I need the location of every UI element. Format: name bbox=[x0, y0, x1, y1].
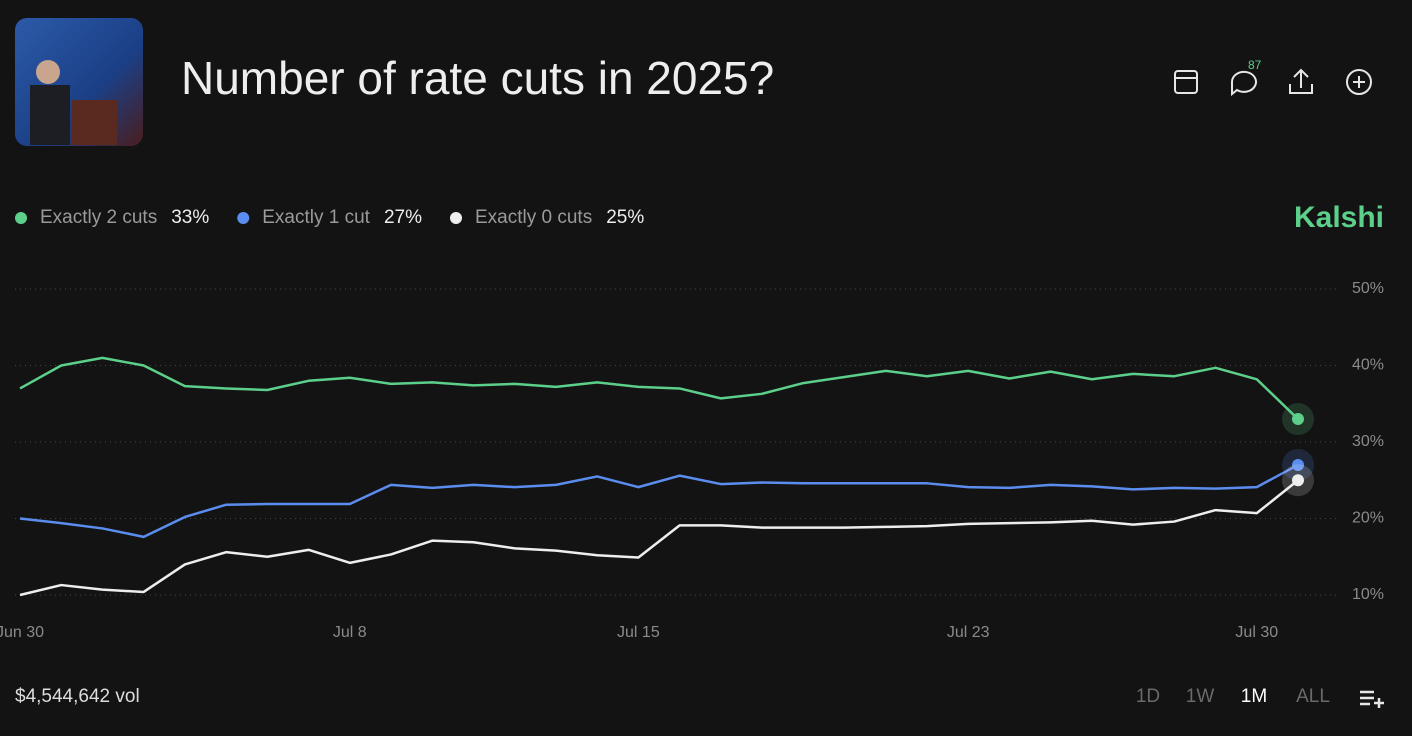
legend-dot bbox=[450, 212, 462, 224]
x-tick-label: Jul 15 bbox=[617, 624, 660, 641]
legend-item: Exactly 1 cut 27% bbox=[237, 207, 422, 228]
legend-value: 33% bbox=[171, 207, 209, 228]
series-line bbox=[19, 479, 1299, 597]
range-button[interactable]: ALL bbox=[1296, 686, 1330, 707]
legend-dot bbox=[15, 212, 27, 224]
thumbnail bbox=[15, 18, 143, 146]
end-dot bbox=[1292, 458, 1304, 471]
comment-count: 87 bbox=[1248, 58, 1262, 72]
range-button[interactable]: 1W bbox=[1186, 686, 1215, 707]
list-icon[interactable] bbox=[1360, 690, 1384, 708]
x-tick-label: Jul 8 bbox=[333, 624, 367, 641]
title: Number of rate cuts in 2025? bbox=[181, 52, 774, 104]
legend-label: Exactly 1 cut bbox=[262, 207, 370, 228]
x-tick-label: Jul 23 bbox=[947, 624, 990, 641]
series-line bbox=[19, 463, 1299, 539]
y-tick-label: 10% bbox=[1352, 586, 1384, 603]
volume: $4,544,642 vol bbox=[15, 686, 140, 707]
toolbar[interactable] bbox=[1174, 68, 1372, 97]
end-dot bbox=[1292, 413, 1304, 426]
legend-item: Exactly 0 cuts 25% bbox=[450, 207, 644, 228]
share-icon[interactable] bbox=[1289, 68, 1313, 94]
calendar-icon[interactable] bbox=[1174, 70, 1198, 94]
legend-value: 27% bbox=[384, 207, 422, 228]
y-tick-label: 40% bbox=[1352, 357, 1384, 374]
legend-label: Exactly 0 cuts bbox=[475, 207, 592, 228]
end-dot bbox=[1292, 474, 1304, 487]
legend-label: Exactly 2 cuts bbox=[40, 207, 157, 228]
x-tick-label: Jun 30 bbox=[0, 624, 44, 641]
legend-item: Exactly 2 cuts 33% bbox=[15, 207, 209, 228]
y-tick-label: 30% bbox=[1352, 433, 1384, 450]
legend-dot bbox=[237, 212, 250, 224]
x-tick-label: Jul 30 bbox=[1235, 624, 1278, 641]
range-button[interactable]: 1M bbox=[1241, 686, 1267, 707]
brand: Kalshi bbox=[1294, 201, 1384, 234]
series-line bbox=[19, 356, 1299, 420]
add-icon[interactable] bbox=[1346, 69, 1372, 95]
range-button[interactable]: 1D bbox=[1136, 686, 1160, 707]
y-tick-label: 50% bbox=[1352, 280, 1384, 297]
comments-icon[interactable] bbox=[1230, 70, 1257, 97]
legend-value: 25% bbox=[606, 207, 644, 228]
y-tick-label: 20% bbox=[1352, 510, 1384, 527]
